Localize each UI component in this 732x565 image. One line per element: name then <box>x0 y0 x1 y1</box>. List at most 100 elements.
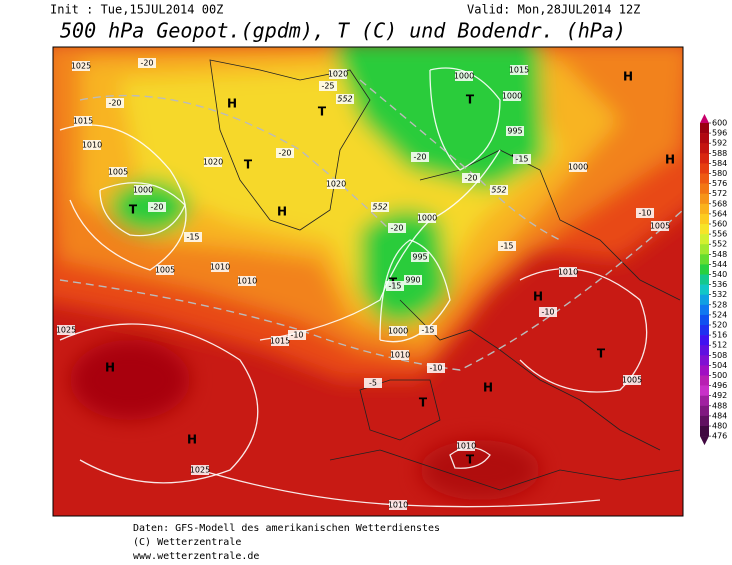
label-box <box>388 223 406 233</box>
isobar-label: 1010 <box>388 501 408 510</box>
label-box <box>156 265 174 275</box>
label-box <box>276 148 294 158</box>
isobar-label: 1020 <box>203 158 223 167</box>
colorbar-band <box>700 203 709 215</box>
colorbar-band <box>700 193 709 205</box>
isobar-label: 990 <box>405 276 420 285</box>
label-box <box>386 281 404 291</box>
label-box <box>74 116 92 126</box>
isobar-label: 1020 <box>326 180 346 189</box>
isotherm-label: -20 <box>140 59 153 68</box>
label-box <box>211 262 229 272</box>
colorbar-end <box>700 114 709 123</box>
colorbar-tick-label: 508 <box>712 351 727 360</box>
colorbar-tick-label: 596 <box>712 129 727 138</box>
label-box <box>238 276 256 286</box>
label-box <box>498 241 516 251</box>
colorbar-band <box>700 395 709 407</box>
isobar-label: 1010 <box>390 351 410 360</box>
colorbar-tick-label: 540 <box>712 270 727 279</box>
colorbar-band <box>700 213 709 225</box>
label-box <box>57 325 75 335</box>
label-box <box>427 363 445 373</box>
label-box <box>457 441 475 451</box>
colorbar-band <box>700 153 709 164</box>
isobar-label: 1025 <box>190 466 210 475</box>
init-time: Init : Tue,15JUL2014 00Z <box>50 3 223 17</box>
colorbar-band <box>700 345 709 356</box>
footer-line: Daten: GFS-Modell des amerikanischen Wet… <box>133 523 440 534</box>
colorbar-tick-label: 484 <box>712 411 727 420</box>
colorbar-band <box>700 426 709 437</box>
label-box <box>204 157 222 167</box>
isobar-label: 1010 <box>82 141 102 150</box>
low-pressure-label: T <box>597 347 606 361</box>
valid-time: Valid: Mon,28JUL2014 12Z <box>467 3 640 17</box>
label-box <box>134 185 152 195</box>
colorbar-tick-label: 544 <box>712 260 727 269</box>
colorbar-band <box>700 123 709 134</box>
map-frame <box>52 46 684 517</box>
colorbar-tick-label: 480 <box>712 422 727 431</box>
label-box <box>148 202 166 212</box>
colorbar-tick-label: 492 <box>712 391 727 400</box>
colorbar-band <box>700 143 709 154</box>
colorbar-band <box>700 325 709 336</box>
colorbar-tick-label: 548 <box>712 250 727 259</box>
isobar-label: 1010 <box>210 263 230 272</box>
isotherm-label: -20 <box>390 224 403 233</box>
low-pressure-label: T <box>466 453 475 467</box>
isotherm-label: -10 <box>541 308 554 317</box>
label-box <box>336 94 354 104</box>
colorbar-band <box>700 163 709 174</box>
colorbar-band <box>700 294 709 306</box>
colorbar-band <box>700 284 709 295</box>
isobar-label: 1010 <box>558 268 578 277</box>
colorbar-tick-label: 580 <box>712 169 727 178</box>
colorbar-band <box>700 365 709 376</box>
isobar-label: 1015 <box>509 66 529 75</box>
label-box <box>490 185 508 195</box>
label-box <box>138 58 156 68</box>
isotherm-label: -15 <box>388 282 401 291</box>
colorbar-tick-label: 572 <box>712 189 727 198</box>
high-pressure-label: H <box>105 361 115 375</box>
colorbar-band <box>700 375 709 386</box>
isobar-label: 1025 <box>56 326 76 335</box>
high-pressure-label: H <box>623 70 633 84</box>
isotherm-label: -25 <box>321 82 334 91</box>
label-box <box>329 69 347 79</box>
footer-line: www.wetterzentrale.de <box>133 551 259 562</box>
colorbar-band <box>700 244 709 255</box>
colorbar-band <box>700 254 709 265</box>
high-pressure-label: H <box>187 433 197 447</box>
isobar-label: 1000 <box>388 327 408 336</box>
colorbar-band <box>700 133 709 144</box>
colorbar-tick-label: 568 <box>712 199 727 208</box>
footer-line: (C) Wetterzentrale <box>133 537 241 548</box>
label-box <box>371 202 389 212</box>
isobar-label: 1015 <box>73 117 93 126</box>
isotherm-label: -10 <box>290 331 303 340</box>
colorbar-band <box>700 264 709 275</box>
isotherm-label: -5 <box>369 379 377 388</box>
colorbar-tick-label: 600 <box>712 119 727 128</box>
isotherm-label: -20 <box>150 203 163 212</box>
isotherm-label: -20 <box>278 149 291 158</box>
label-box <box>506 126 524 136</box>
colorbar-tick-label: 528 <box>712 300 727 309</box>
label-box <box>319 81 337 91</box>
isobar-label: 1000 <box>568 163 588 172</box>
colorbar-band <box>700 355 709 366</box>
colorbar-tick-label: 536 <box>712 280 727 289</box>
label-box <box>651 221 669 231</box>
label-box <box>513 154 531 164</box>
isobar-label: 1010 <box>237 277 257 286</box>
label-box <box>636 208 654 218</box>
label-box <box>462 173 480 183</box>
map-area <box>53 47 683 516</box>
map-labels: HHHHHHHHTTTTTTTTT10251015101010051000102… <box>56 58 675 510</box>
colorbar-tick-label: 500 <box>712 371 727 380</box>
colorbar-band <box>700 224 709 235</box>
